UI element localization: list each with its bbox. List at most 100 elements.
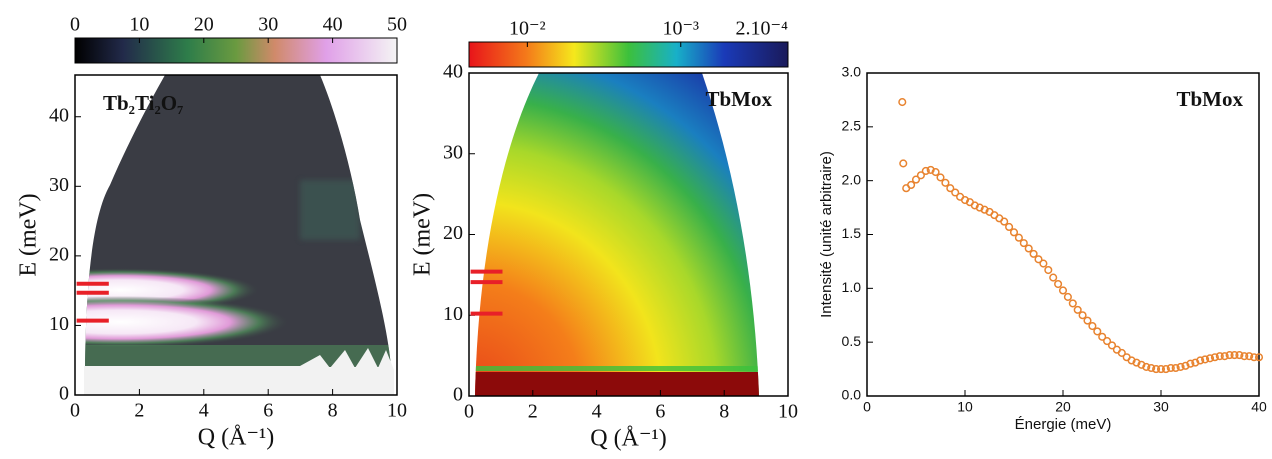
- colorbar-tick-label: 10⁻³: [662, 18, 699, 40]
- x-tick-label: 10: [387, 400, 407, 422]
- data-point: [921, 166, 930, 176]
- y-tick-label: 3.0: [842, 64, 862, 80]
- heatmap-image: [475, 73, 759, 396]
- data-point: [941, 178, 950, 187]
- x-axis-label: Q (Å⁻¹): [590, 426, 667, 452]
- colorbar-tick-label: 20: [194, 14, 214, 36]
- colorbar: [74, 37, 398, 64]
- y-tick-label: 30: [49, 174, 69, 196]
- y-tick-label: 0: [453, 384, 463, 406]
- annotation: Tb₂Ti₂O₇: [103, 91, 183, 115]
- data-point: [1024, 244, 1033, 253]
- colorbar-tick-label: 10: [129, 14, 149, 36]
- x-axis-label: Q (Å⁻¹): [198, 425, 275, 451]
- data-point: [946, 184, 955, 193]
- x-tick-label: 4: [199, 400, 209, 422]
- data-point: [1009, 228, 1019, 237]
- data-point: [1152, 365, 1161, 374]
- data-point: [975, 203, 984, 212]
- colorbar-tick-label: 0: [70, 14, 80, 36]
- y-tick-label: 2.0: [842, 171, 862, 187]
- data-point: [1049, 273, 1058, 282]
- data-point: [916, 171, 925, 180]
- y-tick-label: 20: [443, 222, 463, 244]
- data-point: [1156, 365, 1166, 374]
- data-point: [1054, 279, 1063, 289]
- y-tick-label: 40: [49, 104, 69, 126]
- y-tick-label: 2.5: [842, 118, 862, 134]
- data-point: [1201, 355, 1210, 364]
- data-point: [931, 168, 940, 177]
- y-tick-label: 40: [443, 61, 463, 83]
- data-point: [1068, 299, 1077, 308]
- colorbar-tick-label: 10⁻²: [509, 18, 546, 40]
- data-point: [980, 205, 989, 214]
- data-point: [1245, 352, 1254, 361]
- data-point: [1220, 352, 1229, 361]
- data-point: [1230, 351, 1239, 360]
- data-point: [1117, 348, 1126, 357]
- data-point: [1073, 305, 1082, 314]
- data-point: [1205, 354, 1215, 363]
- data-point: [1103, 337, 1112, 346]
- plot-frame: [74, 74, 398, 396]
- colorbar-tick-label: 40: [323, 14, 343, 36]
- data-point: [1132, 358, 1141, 367]
- data-point: [898, 98, 907, 107]
- data-point: [1034, 255, 1043, 264]
- data-point: [1186, 359, 1195, 368]
- x-tick-label: 4: [592, 401, 602, 423]
- data-point: [951, 188, 960, 197]
- data-point: [899, 159, 908, 168]
- data-point: [926, 165, 935, 174]
- x-tick-label: 6: [655, 401, 665, 423]
- data-point: [1044, 265, 1053, 275]
- data-point: [1210, 353, 1219, 362]
- data-point: [1166, 363, 1175, 373]
- plot-frame: [866, 72, 1260, 397]
- x-tick-label: 40: [1251, 399, 1267, 415]
- data-point: [911, 175, 921, 184]
- colorbar-tick-label: 50: [387, 14, 407, 36]
- data-point: [1137, 360, 1146, 369]
- data-point: [1176, 362, 1185, 371]
- data-point: [1005, 222, 1014, 232]
- data-point: [1088, 321, 1097, 331]
- y-tick-label: 0.0: [842, 387, 862, 403]
- y-tick-label: 0: [59, 383, 69, 405]
- data-point: [1078, 311, 1087, 320]
- data-point: [1181, 361, 1190, 370]
- data-point: [1063, 292, 1072, 301]
- x-tick-label: 0: [863, 399, 871, 415]
- data-point: [1161, 365, 1170, 374]
- y-tick-label: 10: [49, 313, 69, 335]
- x-axis-label: Énergie (meV): [1015, 416, 1112, 433]
- data-point: [1235, 351, 1244, 360]
- data-point: [1142, 362, 1151, 371]
- data-point: [1000, 217, 1009, 226]
- data-point: [1019, 239, 1028, 248]
- data-point: [1147, 363, 1156, 373]
- data-point: [1196, 356, 1205, 365]
- colorbar-tick-label: 2.10⁻⁴: [735, 18, 788, 40]
- y-tick-label: 10: [443, 303, 463, 325]
- x-tick-label: 10: [957, 399, 973, 415]
- y-tick-label: 1.5: [842, 225, 862, 241]
- data-point: [1039, 259, 1048, 268]
- data-point: [1240, 352, 1249, 361]
- data-point: [1093, 327, 1102, 336]
- x-tick-label: 30: [1153, 399, 1169, 415]
- data-point: [1225, 351, 1234, 360]
- y-axis-label: E (meV): [16, 193, 42, 276]
- colorbar: [468, 41, 789, 68]
- y-tick-label: 20: [49, 243, 69, 265]
- y-tick-label: 0.5: [842, 333, 862, 349]
- data-point: [1254, 353, 1264, 362]
- x-tick-label: 6: [263, 400, 273, 422]
- data-point: [1014, 233, 1023, 242]
- x-tick-label: 10: [778, 401, 798, 423]
- x-tick-label: 0: [70, 400, 80, 422]
- x-tick-label: 2: [528, 401, 538, 423]
